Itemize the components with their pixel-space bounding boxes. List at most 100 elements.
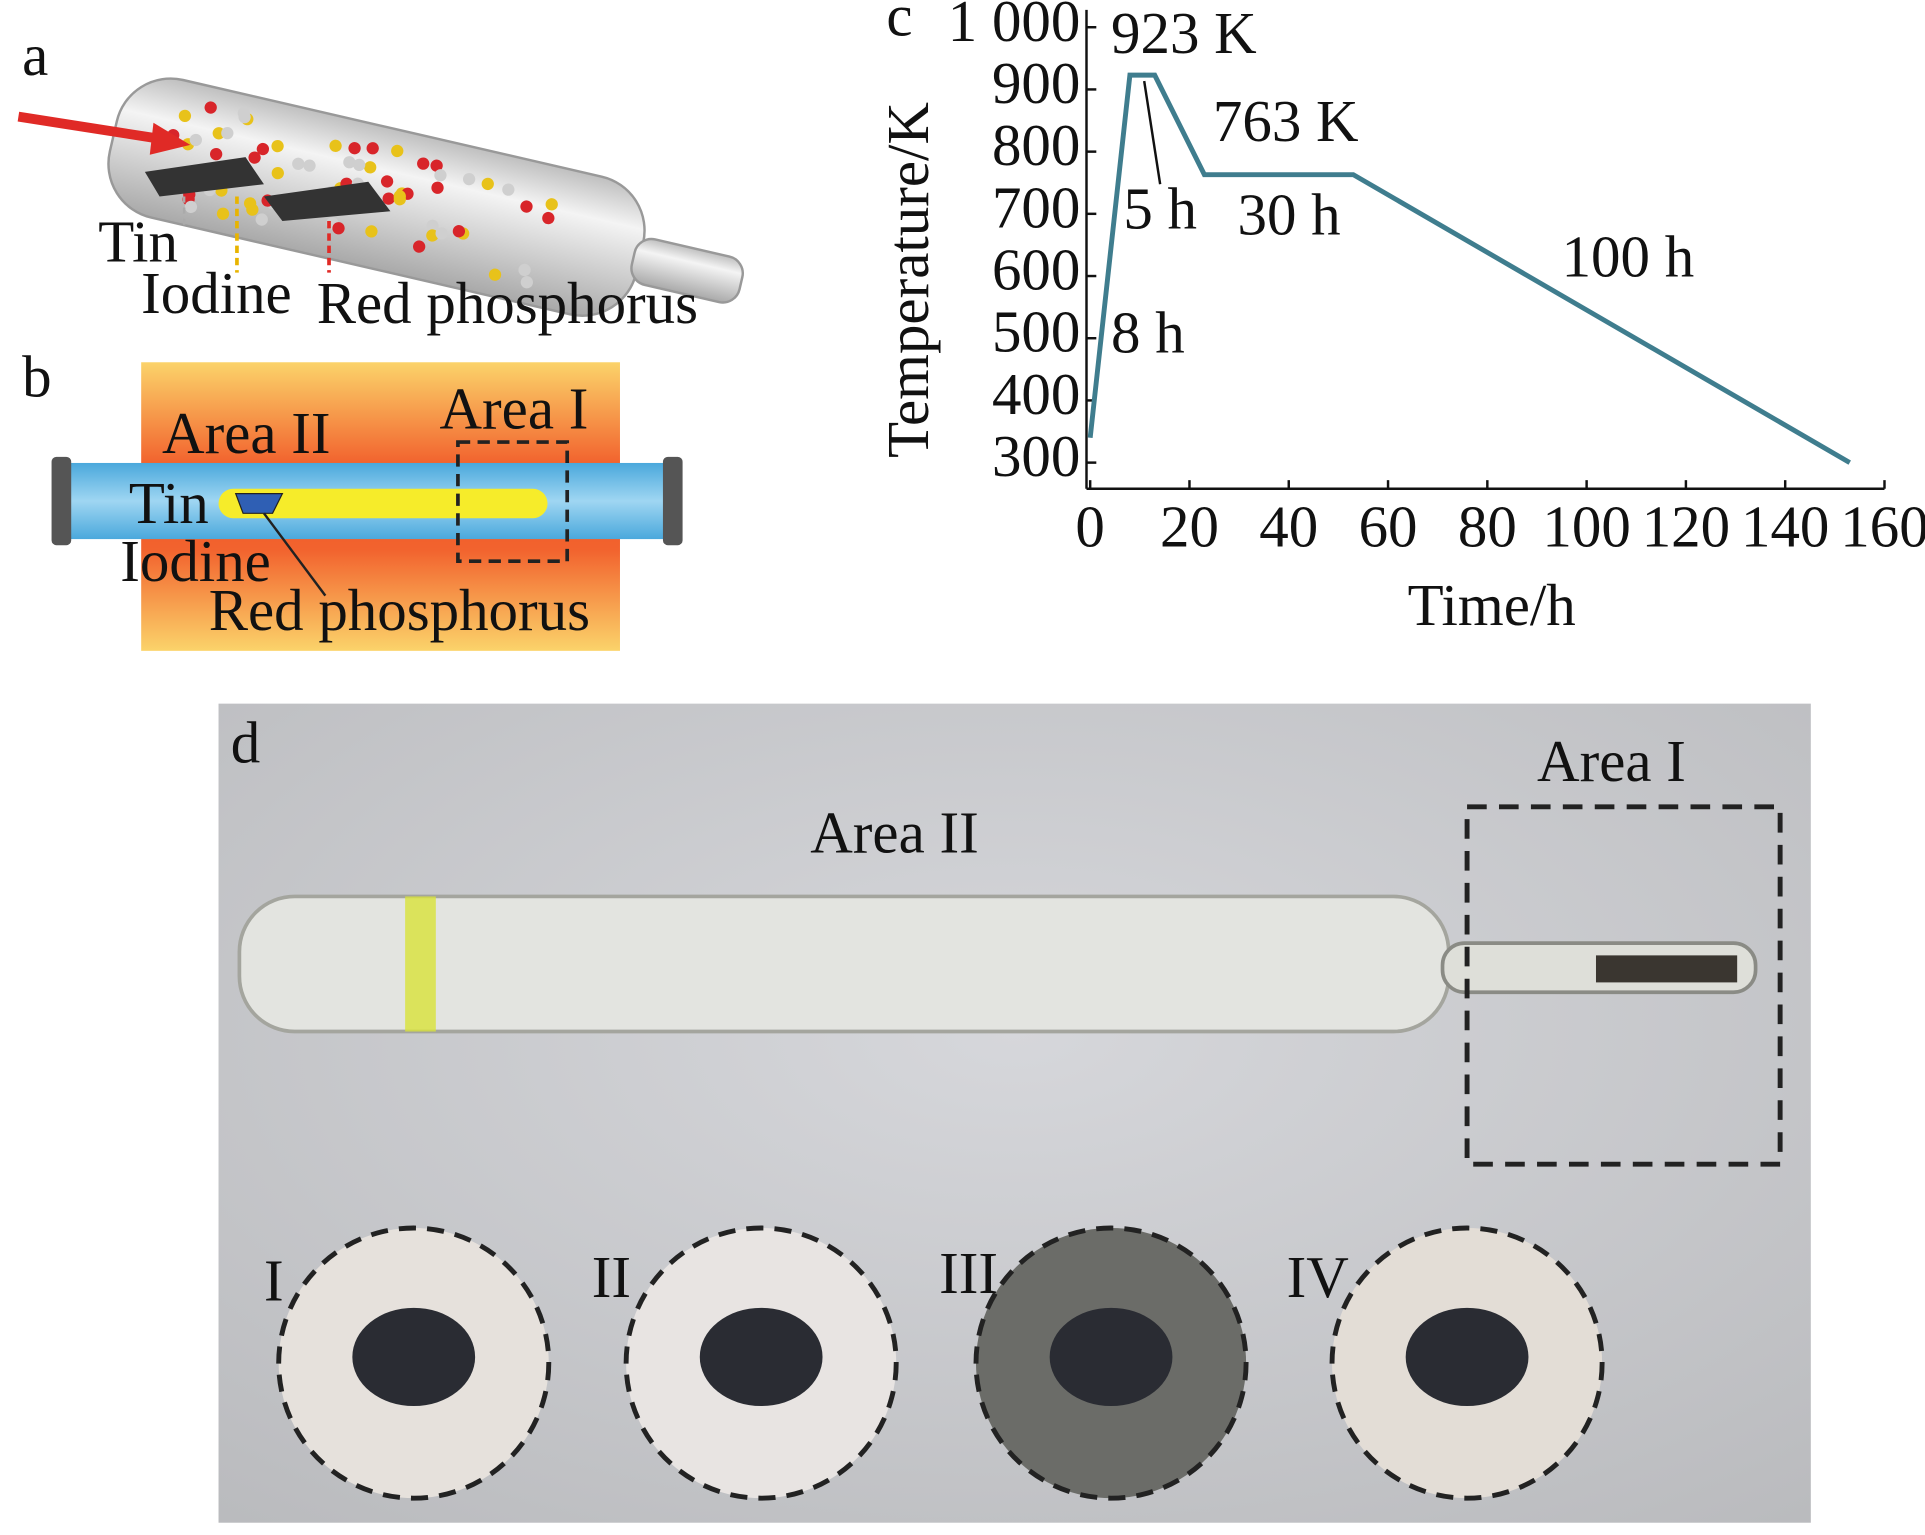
label: Area I	[440, 376, 589, 442]
label: Tin	[98, 209, 178, 275]
particle	[426, 219, 439, 232]
y-tick-label: 800	[992, 112, 1080, 178]
particle	[243, 197, 257, 210]
x-tick-label: 0	[1075, 493, 1104, 559]
phosphorus-tray	[263, 181, 391, 222]
particle	[481, 177, 494, 191]
particle	[237, 106, 250, 120]
crystal	[1405, 1307, 1529, 1407]
annotation: 100 h	[1562, 223, 1695, 289]
particle	[413, 240, 426, 253]
particle	[343, 156, 356, 169]
panel-label: b	[22, 344, 51, 410]
particle	[520, 200, 533, 213]
crystal	[352, 1307, 476, 1407]
annotation: 8 h	[1111, 299, 1185, 365]
tin-tray	[144, 157, 264, 197]
particle	[212, 127, 225, 140]
label: I	[264, 1247, 284, 1313]
particle	[256, 142, 270, 156]
particle	[430, 159, 443, 172]
y-tick-label: 1 000	[948, 0, 1081, 54]
particle	[204, 101, 217, 114]
particle	[431, 181, 444, 194]
label: Red phosphorus	[209, 577, 590, 643]
temperature-line	[1087, 72, 1851, 465]
panel-label: c	[886, 0, 912, 49]
particle	[178, 109, 192, 123]
particle	[518, 263, 531, 277]
x-tick-label: 80	[1458, 493, 1517, 559]
particle	[520, 276, 533, 289]
particle	[545, 198, 558, 211]
x-tick-label: 100	[1542, 493, 1630, 559]
panel-d: d Area II Area I I II III IV	[218, 703, 1811, 1523]
x-tick-label: 160	[1840, 493, 1925, 559]
particle	[271, 166, 284, 180]
x-axis-label: Time/h	[1408, 572, 1576, 638]
particle	[221, 126, 234, 140]
arrow	[17, 111, 161, 144]
label: Tin	[129, 470, 209, 536]
panel-a: a Tin Iodine Red phosphorus	[17, 22, 744, 336]
particle	[393, 193, 406, 206]
y-axis-label: Temperature/K	[875, 102, 941, 458]
label: IV	[1287, 1244, 1349, 1310]
particle	[332, 222, 345, 235]
particle	[365, 225, 378, 238]
panel-c: c Time/h Temperature/K 30040050060070080…	[875, 0, 1925, 638]
crystal	[1049, 1307, 1173, 1407]
particle	[417, 157, 430, 170]
panel-label: d	[231, 710, 260, 776]
particle	[216, 207, 230, 220]
annotation: 923 K	[1111, 0, 1257, 66]
particle	[189, 133, 202, 147]
particle	[210, 148, 223, 161]
label: Iodine	[120, 528, 271, 594]
particle	[292, 157, 305, 170]
particle	[248, 151, 261, 164]
x-tick-label: 140	[1741, 493, 1829, 559]
crystal	[699, 1307, 823, 1407]
particle	[488, 268, 502, 281]
y-tick-label: 300	[992, 423, 1080, 489]
particle	[184, 200, 198, 213]
label: Area I	[1537, 728, 1686, 794]
annotation: 763 K	[1213, 88, 1359, 154]
particle	[348, 142, 361, 155]
arrow-head	[149, 122, 191, 155]
x-tick-label: 40	[1259, 493, 1318, 559]
particle	[435, 227, 448, 240]
particle	[542, 211, 555, 225]
particle	[462, 172, 476, 186]
particle	[353, 158, 366, 172]
particle	[303, 159, 316, 172]
particle	[502, 183, 515, 196]
y-tick-label: 700	[992, 174, 1080, 240]
label: Area II	[810, 799, 978, 865]
label: Area II	[162, 400, 330, 466]
label: Red phosphorus	[317, 270, 698, 336]
panel-b: b Area II Area I Tin Iodine Red phosphor…	[22, 344, 683, 651]
leader	[1142, 80, 1162, 185]
y-tick-label: 600	[992, 237, 1080, 303]
label: Iodine	[141, 260, 292, 326]
panel-label: a	[22, 22, 48, 88]
particle	[434, 169, 447, 182]
particle	[380, 175, 394, 188]
particle	[255, 213, 268, 226]
y-tick-label: 500	[992, 299, 1080, 365]
particle	[426, 229, 439, 242]
particle	[364, 161, 377, 174]
particle	[366, 142, 379, 155]
annotation: 30 h	[1238, 182, 1341, 248]
particle	[391, 144, 404, 158]
particle	[271, 139, 284, 153]
particle	[382, 192, 395, 205]
annotation: 5 h	[1123, 175, 1197, 241]
particle	[452, 225, 466, 238]
x-tick-label: 120	[1642, 493, 1730, 559]
x-tick-label: 60	[1359, 493, 1418, 559]
particle	[329, 139, 342, 152]
